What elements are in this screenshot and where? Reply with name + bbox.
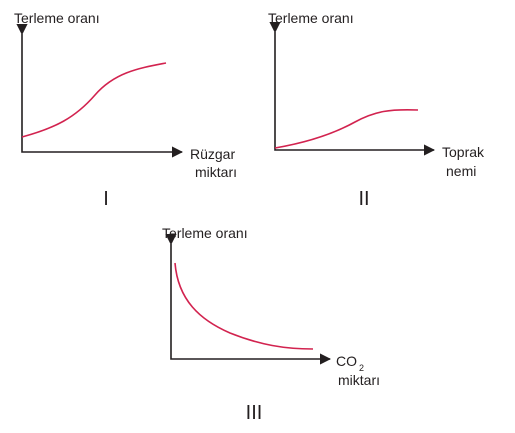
y-axis-label: Terleme oranı bbox=[162, 225, 248, 241]
x-axis-label-subscript: 2 bbox=[359, 363, 364, 373]
numeral: II bbox=[358, 188, 369, 210]
x-axis-label: nemi bbox=[446, 163, 476, 179]
axes bbox=[165, 233, 332, 365]
numeral: I bbox=[103, 188, 109, 210]
graph-1: Terleme oranı Rüzgar miktarı I bbox=[14, 10, 237, 210]
curve bbox=[21, 62, 167, 138]
x-axis-label: miktarı bbox=[338, 372, 380, 388]
numeral: III bbox=[246, 402, 263, 424]
y-axis-label: Terleme oranı bbox=[14, 10, 100, 26]
graph-3: Terleme oranı CO 2 miktarı III bbox=[162, 225, 380, 424]
y-axis-label: Terleme oranı bbox=[268, 10, 354, 26]
x-axis-label: miktarı bbox=[195, 164, 237, 180]
axes bbox=[269, 21, 436, 156]
curve bbox=[274, 108, 419, 149]
axes bbox=[16, 23, 184, 158]
graph-2: Terleme oranı Toprak nemi II bbox=[268, 10, 485, 210]
curve bbox=[174, 262, 314, 350]
x-axis-label: CO bbox=[336, 353, 357, 369]
x-axis-label: Rüzgar bbox=[190, 146, 235, 162]
x-axis-label: Toprak bbox=[442, 144, 485, 160]
